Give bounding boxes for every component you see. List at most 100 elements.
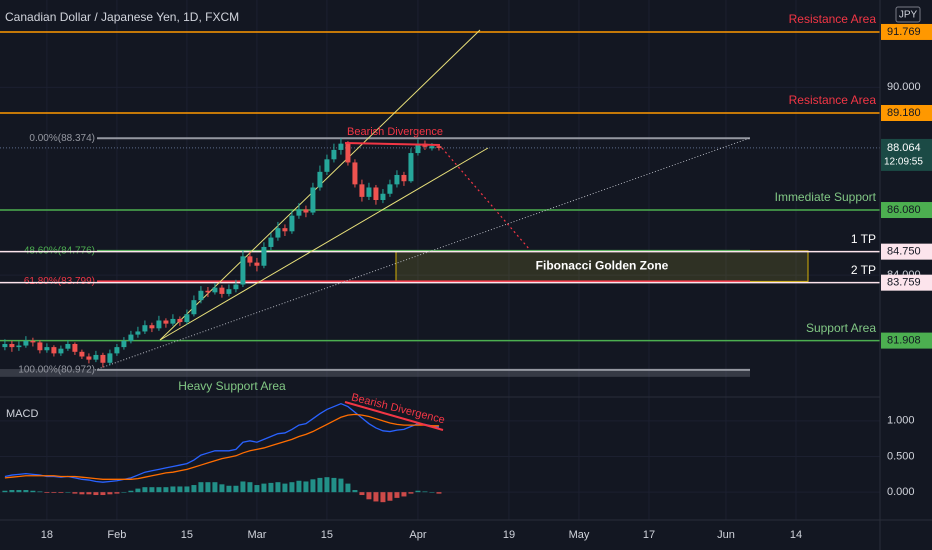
countdown: 12:09:55 <box>884 157 923 168</box>
y2-tick-label: 1.000 <box>887 415 915 427</box>
x-tick-label: 14 <box>790 529 802 541</box>
candle-body <box>65 343 71 349</box>
candle-body <box>72 343 78 352</box>
candle-body <box>310 187 316 213</box>
currency-box[interactable] <box>895 6 921 23</box>
macd-line <box>4 403 440 483</box>
candle-body <box>296 209 302 216</box>
histogram-bar <box>30 490 36 493</box>
histogram-bar <box>436 492 442 494</box>
histogram-bar <box>233 485 239 493</box>
candle-body <box>226 289 232 294</box>
histogram-bar <box>93 492 99 496</box>
trend-line <box>94 137 751 371</box>
histogram-bar <box>9 490 15 493</box>
histogram-bar <box>44 492 50 493</box>
histogram-bar <box>247 482 253 493</box>
candle-body <box>408 153 414 182</box>
histogram-bar <box>303 481 309 493</box>
candle-body <box>359 184 365 197</box>
golden-zone-label: Fibonacci Golden Zone <box>536 258 669 272</box>
candle-body <box>338 143 344 150</box>
candle-body <box>2 343 8 348</box>
candle-body <box>135 331 141 335</box>
last-price-tag <box>881 138 932 171</box>
candle-body <box>254 262 260 266</box>
histogram-bar <box>282 483 288 493</box>
fib-label: 0.00%(88.374) <box>29 133 95 144</box>
histogram-bar <box>331 477 337 493</box>
level-tag <box>881 274 932 291</box>
levels: Heavy Support Area Fibonacci Golden Zone 0… <box>0 12 880 393</box>
histogram-bar <box>275 482 281 493</box>
candle-body <box>233 284 239 290</box>
candle-body <box>303 209 309 213</box>
candle-body <box>177 318 183 323</box>
histogram-bar <box>366 492 372 500</box>
candle-body <box>170 318 176 324</box>
histogram-bar <box>135 488 141 493</box>
histogram-bar <box>156 487 162 493</box>
macd-divergence-line <box>344 401 444 431</box>
candle-body <box>282 228 288 232</box>
histogram-bar <box>261 483 267 493</box>
macd-pane <box>2 403 442 503</box>
candle-body <box>163 320 169 324</box>
level-text: Resistance Area <box>789 93 877 107</box>
x-tick-label: Feb <box>107 529 126 541</box>
histogram-bar <box>380 492 386 503</box>
histogram-bar <box>191 485 197 493</box>
candle-body <box>107 353 113 363</box>
candle-body <box>156 320 162 329</box>
histogram-bar <box>373 492 379 502</box>
candles <box>2 138 442 368</box>
candle-body <box>128 334 134 341</box>
histogram-bar <box>51 492 57 493</box>
x-tick-label: 15 <box>181 529 193 541</box>
histogram-bar <box>415 490 421 493</box>
candle-body <box>114 347 120 354</box>
histogram-bar <box>37 491 43 493</box>
histogram-bar <box>128 490 134 493</box>
candle-body <box>16 345 22 348</box>
histogram-bar <box>184 486 190 493</box>
x-tick-label: Jun <box>717 529 735 541</box>
candle-body <box>380 193 386 201</box>
heavy-support-label: Heavy Support Area <box>178 379 286 393</box>
histogram-bar <box>86 492 92 495</box>
histogram-bar <box>100 492 106 496</box>
candle-body <box>93 354 99 360</box>
histogram-bar <box>352 490 358 493</box>
y2-tick-label: 0.500 <box>887 450 915 462</box>
level-text: Immediate Support <box>775 190 877 204</box>
histogram-bar <box>149 487 155 493</box>
candle-body <box>86 356 92 360</box>
histogram-bar <box>296 480 302 493</box>
histogram-bar <box>177 486 183 493</box>
candle-body <box>324 159 330 172</box>
x-tick-label: 19 <box>503 529 515 541</box>
level-tag-label: 81.908 <box>887 335 921 347</box>
candle-body <box>373 187 379 201</box>
macd-line <box>4 413 439 480</box>
candle-body <box>121 340 127 348</box>
last-price-label: 88.064 <box>887 142 921 154</box>
histogram-bar <box>107 492 113 495</box>
candle-body <box>149 325 155 329</box>
level-tag <box>881 23 932 40</box>
histogram-bar <box>268 482 274 493</box>
histogram-bar <box>345 483 351 493</box>
candle-body <box>184 314 190 323</box>
level-tag <box>881 104 932 121</box>
divergence-label: Bearish Divergence <box>347 126 443 138</box>
y2-tick-label: 0.000 <box>887 486 915 498</box>
candle-body <box>142 325 148 332</box>
candle-body <box>191 300 197 315</box>
level-tag-label: 83.759 <box>887 277 921 289</box>
x-tick-label: May <box>569 529 590 541</box>
candle-body <box>387 184 393 194</box>
candle-body <box>23 340 29 346</box>
currency[interactable]: JPY <box>899 10 918 21</box>
histogram-bar <box>387 492 393 501</box>
candle-body <box>9 343 15 348</box>
